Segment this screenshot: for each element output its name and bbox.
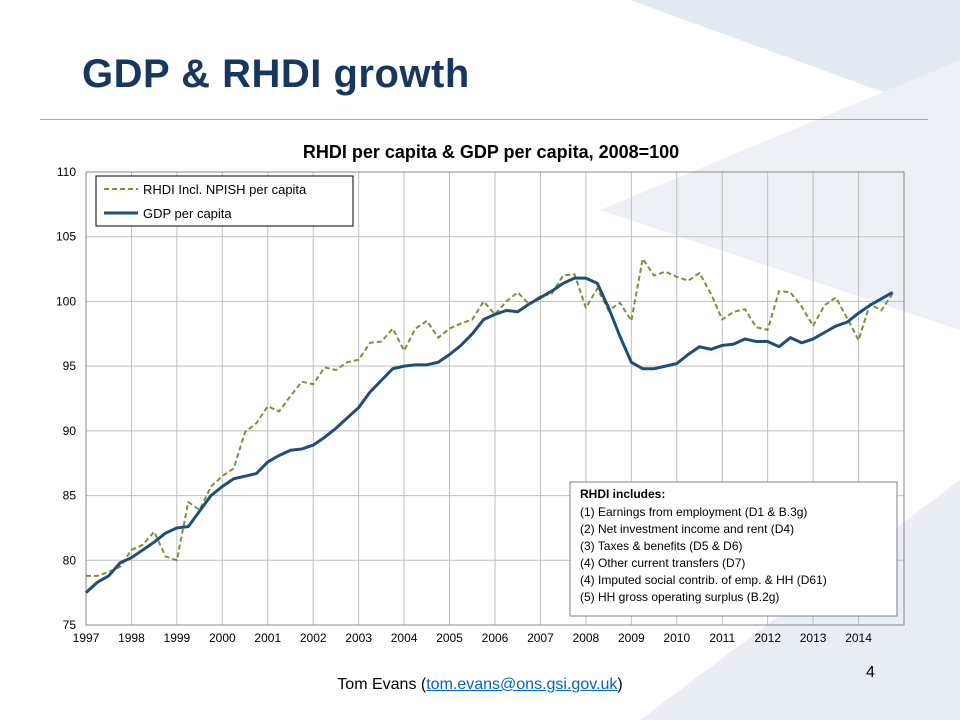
y-tick-label: 95 — [63, 359, 77, 373]
footer-suffix: ) — [617, 676, 623, 693]
x-tick-label: 1999 — [164, 631, 191, 645]
title-divider — [40, 119, 928, 120]
x-tick-label: 2002 — [300, 631, 327, 645]
annotation-heading: RHDI includes: — [580, 487, 665, 501]
annotation-line: (5) HH gross operating surplus (B.2g) — [580, 590, 779, 604]
x-tick-label: 2004 — [391, 631, 418, 645]
series-line-0 — [86, 257, 894, 577]
x-tick-label: 2009 — [618, 631, 645, 645]
annotation-line: (3) Taxes & benefits (D5 & D6) — [580, 539, 743, 553]
x-tick-label: 1998 — [118, 631, 145, 645]
y-tick-label: 75 — [63, 618, 77, 632]
y-tick-label: 85 — [63, 489, 77, 503]
y-tick-label: 90 — [63, 424, 77, 438]
x-tick-label: 2003 — [345, 631, 372, 645]
page-number: 4 — [866, 664, 875, 681]
chart-title: RHDI per capita & GDP per capita, 2008=1… — [303, 142, 679, 162]
plot-border — [85, 171, 905, 626]
legend-label-0: RHDI Incl. NPISH per capita — [143, 182, 307, 197]
legend-box — [95, 175, 354, 227]
legend-label-1: GDP per capita — [143, 206, 232, 221]
x-tick-label: 1997 — [73, 631, 100, 645]
x-tick-label: 2013 — [800, 631, 827, 645]
series-line-1 — [84, 276, 894, 594]
x-tick-label: 2011 — [709, 631, 735, 645]
x-tick-label: 2014 — [845, 631, 872, 645]
annotation-line: (1) Earnings from employment (D1 & B.3g) — [580, 505, 807, 519]
annotation-line: (4) Imputed social contrib. of emp. & HH… — [580, 573, 827, 587]
x-tick-label: 2001 — [254, 631, 281, 645]
footer-prefix: Tom Evans ( — [337, 676, 427, 693]
x-tick-label: 2006 — [482, 631, 509, 645]
footer-email-link[interactable]: tom.evans@ons.gsi.gov.uk — [426, 676, 618, 693]
footer-credit: Tom Evans (tom.evans@ons.gsi.gov.uk) — [0, 676, 960, 694]
y-tick-label: 110 — [57, 165, 76, 179]
x-tick-label: 2010 — [663, 631, 690, 645]
slide-title: GDP & RHDI growth — [82, 52, 470, 96]
y-tick-label: 80 — [63, 553, 77, 567]
annotation-line: (4) Other current transfers (D7) — [580, 556, 745, 570]
y-tick-label: 100 — [56, 294, 76, 308]
annotation-line: (2) Net investment income and rent (D4) — [580, 522, 794, 536]
x-tick-label: 2012 — [754, 631, 781, 645]
x-tick-label: 2005 — [436, 631, 463, 645]
x-tick-label: 2008 — [573, 631, 600, 645]
x-tick-label: 2007 — [527, 631, 554, 645]
x-tick-label: 2000 — [209, 631, 236, 645]
legend: RHDI Incl. NPISH per capita GDP per capit… — [95, 175, 354, 227]
y-tick-label: 105 — [56, 230, 76, 244]
annotation-frame — [569, 481, 898, 617]
annotation-box: RHDI includes: (1) Earnings from employme… — [569, 481, 898, 617]
